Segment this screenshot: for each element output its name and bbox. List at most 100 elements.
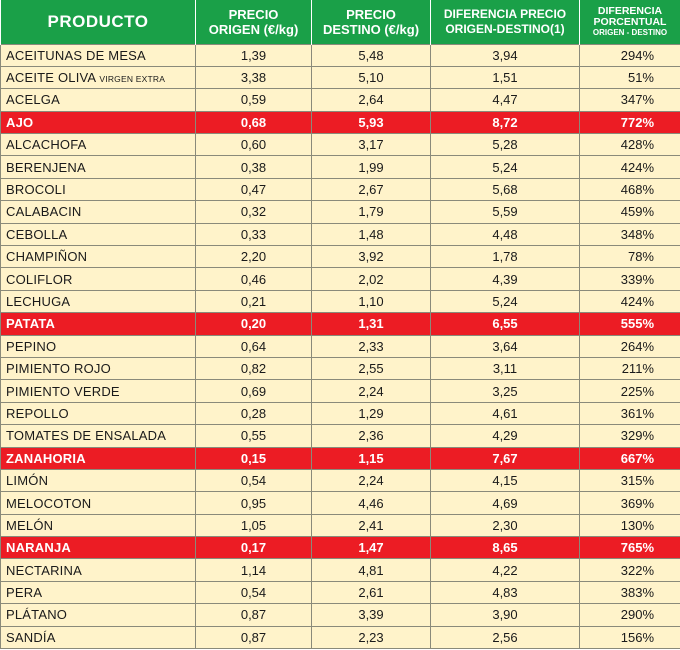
product-name: MELOCOTON bbox=[6, 495, 92, 511]
origin-price-cell: 0,68 bbox=[195, 110, 312, 135]
product-name: ACEITE OLIVA bbox=[6, 70, 96, 86]
table-row: PLÁTANO 0,87 3,39 3,90 290% bbox=[0, 603, 680, 627]
header-dest-line2: DESTINO (€/kg) bbox=[322, 21, 420, 37]
percent-difference-cell: 339% bbox=[579, 267, 680, 291]
origin-price-cell: 0,95 bbox=[195, 491, 312, 515]
product-name-cell: ACELGA bbox=[0, 88, 196, 112]
price-difference-cell: 4,47 bbox=[430, 88, 580, 112]
percent-difference-cell: 78% bbox=[579, 245, 680, 269]
table-row: COLIFLOR 0,46 2,02 4,39 339% bbox=[0, 267, 680, 291]
table-header: PRODUCTO PRECIO ORIGEN (€/kg) PRECIO DES… bbox=[0, 0, 680, 44]
product-name-cell: NARANJA bbox=[0, 536, 196, 560]
table-row: TOMATES DE ENSALADA 0,55 2,36 4,29 329% bbox=[0, 424, 680, 448]
percent-difference-cell: 156% bbox=[579, 625, 680, 650]
product-name: NARANJA bbox=[6, 540, 71, 556]
price-difference-cell: 5,24 bbox=[430, 155, 580, 179]
table-row: ACELGA 0,59 2,64 4,47 347% bbox=[0, 88, 680, 112]
product-name-cell: MELÓN bbox=[0, 513, 196, 538]
header-destination-price: PRECIO DESTINO (€/kg) bbox=[311, 0, 431, 44]
destination-price-cell: 2,33 bbox=[311, 334, 431, 358]
origin-price-cell: 0,20 bbox=[195, 312, 312, 336]
percent-difference-cell: 290% bbox=[579, 603, 680, 627]
origin-price-cell: 0,21 bbox=[195, 289, 312, 314]
product-name: PERA bbox=[6, 585, 43, 601]
percent-difference-cell: 347% bbox=[579, 88, 680, 112]
product-name: AJO bbox=[6, 114, 34, 130]
origin-price-cell: 0,54 bbox=[195, 580, 312, 605]
price-difference-cell: 4,39 bbox=[430, 267, 580, 291]
product-name-cell: CALABACIN bbox=[0, 200, 196, 224]
destination-price-cell: 1,29 bbox=[311, 401, 431, 426]
destination-price-cell: 4,46 bbox=[311, 491, 431, 515]
percent-difference-cell: 428% bbox=[579, 133, 680, 157]
product-name-cell: BROCOLI bbox=[0, 177, 196, 202]
product-name: REPOLLO bbox=[6, 405, 69, 421]
origin-price-cell: 0,38 bbox=[195, 155, 312, 179]
table-row: NECTARINA 1,14 4,81 4,22 322% bbox=[0, 558, 680, 582]
product-name: PATATA bbox=[6, 316, 56, 332]
destination-price-cell: 5,48 bbox=[311, 43, 431, 67]
product-name-cell: PEPINO bbox=[0, 334, 196, 358]
origin-price-cell: 0,60 bbox=[195, 133, 312, 157]
product-name-cell: REPOLLO bbox=[0, 401, 196, 426]
origin-price-cell: 0,55 bbox=[195, 424, 312, 448]
origin-price-cell: 0,47 bbox=[195, 177, 312, 202]
price-difference-cell: 3,64 bbox=[430, 334, 580, 358]
destination-price-cell: 2,36 bbox=[311, 424, 431, 448]
product-name: NECTARINA bbox=[6, 562, 82, 578]
table-row: SANDÍA 0,87 2,23 2,56 156% bbox=[0, 625, 680, 650]
destination-price-cell: 2,61 bbox=[311, 580, 431, 605]
product-name: ZANAHORIA bbox=[6, 450, 86, 466]
product-name-cell: PLÁTANO bbox=[0, 603, 196, 627]
destination-price-cell: 2,41 bbox=[311, 513, 431, 538]
destination-price-cell: 1,10 bbox=[311, 289, 431, 314]
table-row: NARANJA 0,17 1,47 8,65 765% bbox=[0, 536, 680, 560]
product-name: BROCOLI bbox=[6, 182, 66, 198]
percent-difference-cell: 225% bbox=[579, 379, 680, 403]
header-row: PRODUCTO PRECIO ORIGEN (€/kg) PRECIO DES… bbox=[0, 0, 680, 44]
price-difference-cell: 4,29 bbox=[430, 424, 580, 448]
destination-price-cell: 1,31 bbox=[311, 312, 431, 336]
destination-price-cell: 4,81 bbox=[311, 558, 431, 582]
origin-price-cell: 1,14 bbox=[195, 558, 312, 582]
product-name-cell: AJO bbox=[0, 110, 196, 135]
origin-price-cell: 0,87 bbox=[195, 603, 312, 627]
origin-price-cell: 3,38 bbox=[195, 65, 312, 90]
table-row: PEPINO 0,64 2,33 3,64 264% bbox=[0, 334, 680, 358]
destination-price-cell: 1,48 bbox=[311, 222, 431, 247]
table-row: ACEITE OLIVA VIRGEN EXTRA 3,38 5,10 1,51 51% bbox=[0, 65, 680, 90]
table-row: CEBOLLA 0,33 1,48 4,48 348% bbox=[0, 222, 680, 247]
destination-price-cell: 1,99 bbox=[311, 155, 431, 179]
table-row: ALCACHOFA 0,60 3,17 5,28 428% bbox=[0, 133, 680, 157]
product-name: PIMIENTO ROJO bbox=[6, 361, 111, 377]
origin-price-cell: 0,69 bbox=[195, 379, 312, 403]
product-name: BERENJENA bbox=[6, 159, 86, 175]
origin-price-cell: 0,15 bbox=[195, 446, 312, 470]
percent-difference-cell: 315% bbox=[579, 468, 680, 493]
product-name-cell: ZANAHORIA bbox=[0, 446, 196, 470]
product-name: ALCACHOFA bbox=[6, 137, 87, 153]
destination-price-cell: 5,10 bbox=[311, 65, 431, 90]
destination-price-cell: 3,92 bbox=[311, 245, 431, 269]
price-difference-cell: 8,72 bbox=[430, 110, 580, 135]
destination-price-cell: 2,55 bbox=[311, 356, 431, 381]
origin-price-cell: 0,17 bbox=[195, 536, 312, 560]
destination-price-cell: 1,15 bbox=[311, 446, 431, 470]
price-difference-cell: 4,22 bbox=[430, 558, 580, 582]
product-name-cell: COLIFLOR bbox=[0, 267, 196, 291]
percent-difference-cell: 130% bbox=[579, 513, 680, 538]
header-pct-line2: PORCENTUAL bbox=[593, 15, 667, 28]
product-name: COLIFLOR bbox=[6, 271, 73, 287]
destination-price-cell: 2,23 bbox=[311, 625, 431, 650]
origin-price-cell: 0,87 bbox=[195, 625, 312, 650]
header-origin-price: PRECIO ORIGEN (€/kg) bbox=[195, 0, 312, 44]
percent-difference-cell: 765% bbox=[579, 536, 680, 560]
percent-difference-cell: 322% bbox=[579, 558, 680, 582]
percent-difference-cell: 348% bbox=[579, 222, 680, 247]
price-difference-cell: 5,68 bbox=[430, 177, 580, 202]
origin-price-cell: 0,82 bbox=[195, 356, 312, 381]
header-product: PRODUCTO bbox=[0, 0, 196, 44]
price-difference-cell: 4,48 bbox=[430, 222, 580, 247]
percent-difference-cell: 468% bbox=[579, 177, 680, 202]
destination-price-cell: 3,17 bbox=[311, 133, 431, 157]
